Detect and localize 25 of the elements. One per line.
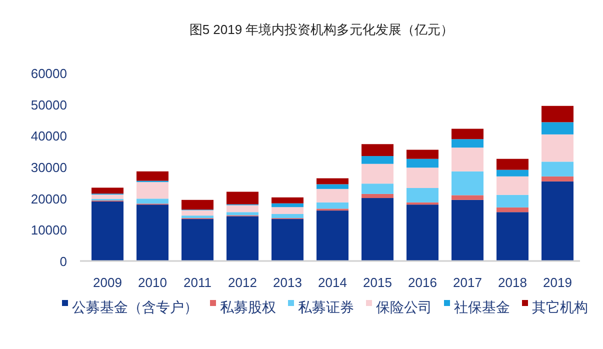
x-tick-label: 2014	[318, 275, 347, 290]
y-tick-label: 10000	[30, 222, 67, 238]
y-tick-label: 20000	[30, 191, 67, 206]
x-tick-label: 2019	[543, 275, 572, 290]
x-tick-label: 2011	[184, 275, 212, 290]
y-tick-label: 40000	[30, 128, 67, 144]
x-tick-label: 2013	[273, 275, 302, 290]
legend-label: 其它机构	[532, 299, 588, 315]
y-tick-label: 50000	[30, 97, 67, 112]
y-tick-label: 30000	[30, 160, 67, 175]
legend-label: 保险公司	[376, 299, 432, 315]
legend-label: 社保基金	[454, 299, 510, 315]
legend-label: 私募证券	[298, 299, 354, 315]
x-tick-label: 2009	[93, 275, 122, 290]
x-tick-label: 2012	[228, 275, 257, 290]
x-tick-label: 2015	[363, 275, 392, 290]
x-tick-label: 2010	[138, 275, 167, 290]
y-tick-label: 0	[60, 254, 67, 269]
chart-title: 图5 2019 年境内投资机构多元化发展（亿元）	[189, 22, 454, 37]
x-tick-label: 2018	[498, 275, 527, 290]
y-tick-label: 60000	[30, 66, 67, 81]
legend-label: 私募股权	[220, 299, 276, 315]
legend-label: 公募基金（含专户）	[72, 299, 198, 315]
x-tick-label: 2017	[453, 275, 482, 290]
x-tick-label: 2016	[408, 275, 437, 290]
